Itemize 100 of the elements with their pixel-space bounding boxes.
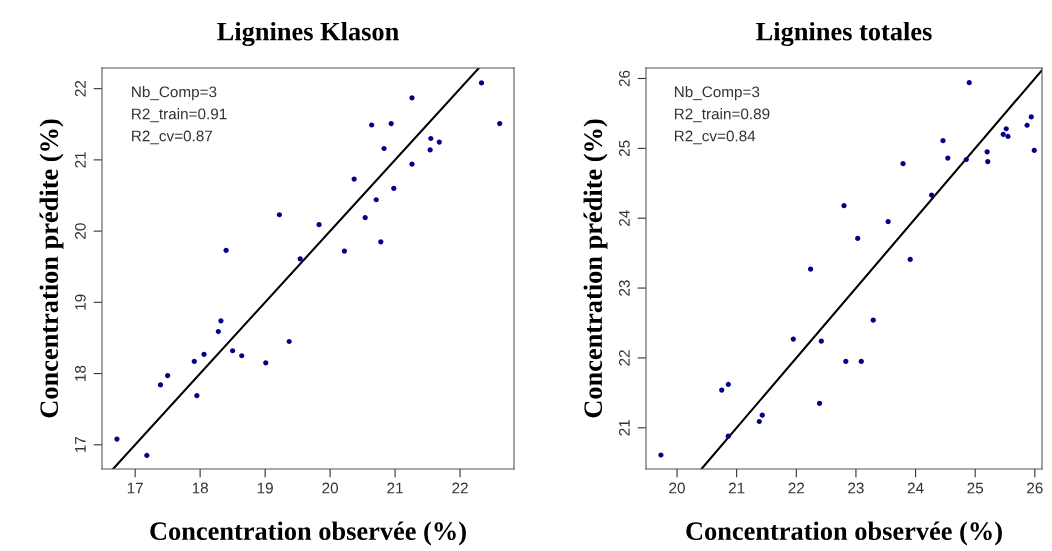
point — [725, 381, 731, 388]
point — [1005, 133, 1011, 140]
chart-title: Lignines totales — [756, 21, 932, 47]
point — [945, 155, 951, 161]
point — [215, 328, 221, 335]
point — [381, 145, 387, 152]
y-tick-label: 18 — [74, 365, 86, 381]
point — [855, 235, 861, 242]
point — [286, 338, 292, 345]
x-tick-label: 25 — [967, 482, 984, 494]
point — [725, 433, 731, 439]
y-tick-label: 21 — [74, 152, 86, 168]
point — [966, 80, 972, 86]
point — [378, 239, 384, 245]
x-axis-title: Concentration observée (%) — [150, 521, 466, 546]
point — [808, 266, 814, 272]
x-tick-label: 18 — [192, 482, 208, 494]
x-tick-label: 21 — [387, 482, 403, 494]
point — [1000, 131, 1006, 137]
x-axis-title: Concentration observée (%) — [686, 521, 1002, 546]
point — [790, 336, 796, 342]
point — [658, 452, 664, 458]
x-tick-label: 22 — [788, 482, 805, 494]
point — [427, 147, 433, 153]
point — [218, 318, 224, 324]
annotation: R2_train=0.91 — [132, 108, 227, 123]
point — [985, 159, 991, 165]
annotation: R2_train=0.89 — [674, 108, 770, 123]
x-tick-label: 20 — [669, 482, 685, 494]
point — [191, 358, 197, 365]
point — [316, 222, 322, 228]
annotation: Nb_Comp=3 — [132, 86, 217, 101]
point — [843, 358, 849, 365]
point — [870, 317, 876, 323]
point — [719, 387, 725, 393]
annotation: R2_cv=0.84 — [674, 130, 756, 145]
point — [409, 161, 415, 167]
point — [929, 192, 935, 198]
x-tick-label: 22 — [452, 482, 468, 494]
point — [1024, 122, 1030, 128]
y-tick-label: 25 — [618, 140, 630, 157]
point — [818, 338, 824, 344]
point — [114, 436, 120, 442]
point — [900, 161, 906, 167]
point — [369, 122, 375, 128]
x-tick-label: 20 — [322, 482, 338, 494]
point — [963, 156, 969, 163]
y-tick-label: 23 — [618, 280, 630, 296]
chart-title: Lignines Klason — [217, 21, 399, 47]
point — [841, 203, 847, 209]
y-tick-label: 26 — [618, 70, 630, 87]
point — [428, 135, 434, 142]
y-tick-label: 21 — [618, 420, 630, 436]
y-axis-title: Concentration prédite (%) — [39, 119, 64, 418]
point — [885, 219, 891, 225]
y-tick-label: 24 — [618, 210, 630, 226]
point — [223, 247, 229, 253]
point — [362, 214, 368, 221]
y-tick-label: 17 — [75, 437, 86, 453]
y-tick-label: 22 — [618, 350, 630, 366]
annotation: Nb_Comp=3 — [674, 86, 760, 101]
point — [940, 138, 946, 144]
point — [1028, 114, 1034, 120]
point — [436, 139, 442, 145]
x-tick-label: 17 — [127, 482, 143, 494]
point — [144, 452, 150, 459]
point — [201, 351, 207, 357]
x-tick-label: 21 — [728, 482, 745, 494]
x-tick-label: 23 — [848, 482, 864, 494]
y-axis-title: Concentration prédite (%) — [583, 119, 608, 418]
point — [341, 248, 347, 254]
x-tick-label: 26 — [1027, 482, 1043, 494]
point — [858, 358, 864, 365]
point — [165, 373, 171, 379]
point — [391, 185, 397, 191]
point — [756, 418, 762, 425]
y-tick-label: 19 — [74, 294, 86, 310]
point — [409, 95, 415, 101]
point — [1031, 147, 1037, 154]
x-tick-label: 19 — [257, 482, 273, 494]
point — [194, 393, 200, 399]
point — [1003, 126, 1009, 132]
point — [478, 80, 485, 86]
point — [230, 348, 236, 354]
point — [157, 382, 164, 388]
y-tick-label: 20 — [74, 223, 86, 239]
point — [373, 197, 379, 203]
y-tick-label: 22 — [74, 80, 86, 97]
annotation: R2_cv=0.87 — [132, 130, 213, 145]
point — [816, 400, 823, 406]
point — [263, 360, 269, 366]
point — [276, 212, 283, 218]
point — [351, 176, 357, 182]
point — [984, 149, 990, 155]
point — [759, 412, 765, 418]
point — [497, 120, 503, 127]
point — [239, 353, 245, 359]
x-tick-label: 24 — [907, 482, 924, 494]
point — [907, 256, 913, 263]
point — [297, 256, 303, 262]
